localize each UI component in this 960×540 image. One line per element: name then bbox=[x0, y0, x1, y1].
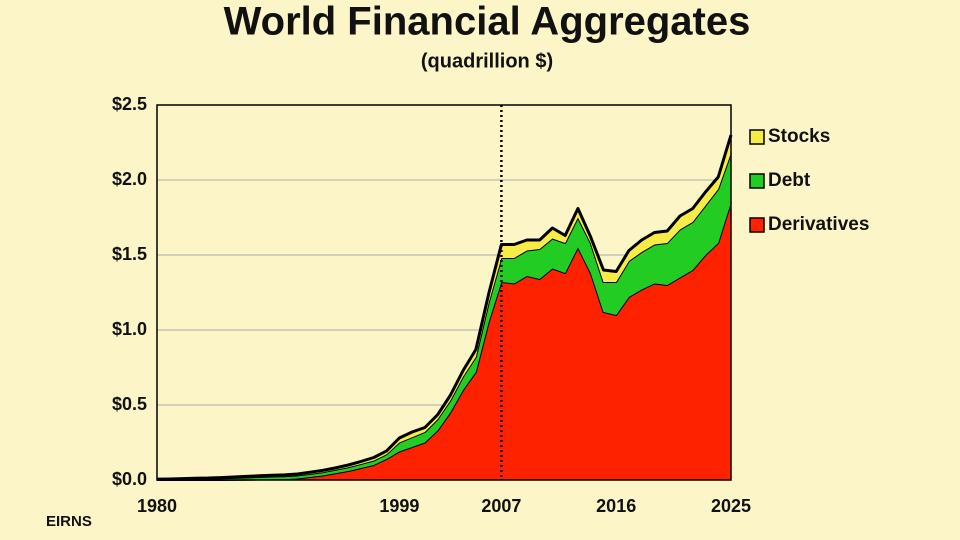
plot-frame bbox=[156, 104, 732, 481]
source: EIRNS bbox=[46, 513, 92, 530]
x-tick-label: 2016 bbox=[596, 496, 636, 516]
legend-swatch bbox=[749, 129, 765, 145]
x-tick-label: 1999 bbox=[379, 496, 419, 516]
y-tick-label: $2.0 bbox=[112, 169, 147, 189]
x-tick-label: 1980 bbox=[137, 496, 177, 516]
y-tick-label: $1.0 bbox=[112, 319, 147, 339]
area bbox=[157, 153, 731, 480]
legend-swatch bbox=[749, 217, 765, 233]
y-tick-label: $0.0 bbox=[112, 469, 147, 489]
chart-subtitle: (quadrillion $) bbox=[421, 50, 553, 72]
legend-label: Debt bbox=[768, 170, 811, 191]
area-edge bbox=[156, 134, 733, 481]
legend-label: Derivatives bbox=[768, 214, 869, 235]
legend-swatch bbox=[749, 173, 765, 189]
y-tick-label: $1.5 bbox=[112, 244, 147, 264]
y-tick-label: $0.5 bbox=[112, 394, 147, 414]
area bbox=[157, 202, 731, 480]
chart-title: World Financial Aggregates bbox=[224, 0, 751, 44]
x-tick-label: 2007 bbox=[481, 496, 521, 516]
x-tick-label: 2025 bbox=[711, 496, 751, 516]
y-tick-label: $2.5 bbox=[112, 94, 147, 114]
legend-label: Stocks bbox=[768, 126, 830, 147]
